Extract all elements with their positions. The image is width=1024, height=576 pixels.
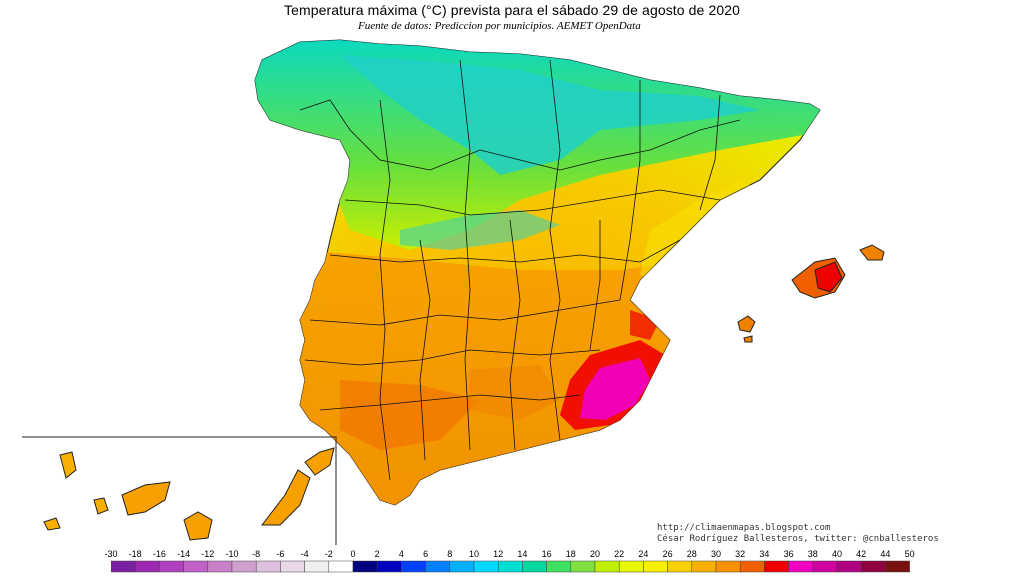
- map-title: Temperatura máxima (°C) prevista para el…: [284, 2, 740, 18]
- legend-tick: 2: [374, 549, 380, 559]
- credit-blog: http://climaenmapas.blogspot.com: [657, 523, 831, 533]
- legend-swatch: [522, 560, 547, 573]
- legend-swatch: [328, 560, 354, 573]
- legend-swatch: [352, 560, 378, 573]
- legend-swatch: [715, 560, 741, 573]
- legend-swatch: [159, 560, 184, 573]
- legend-tick: 28: [686, 549, 697, 559]
- credit-author: César Rodríguez Ballesteros, twitter: @c…: [657, 534, 939, 544]
- legend-swatch: [667, 560, 693, 573]
- legend-swatch: [183, 560, 209, 573]
- legend-tick: -8: [252, 549, 261, 559]
- legend-tick: 32: [735, 549, 746, 559]
- legend-tick: 12: [493, 549, 504, 559]
- legend-swatch: [788, 560, 814, 573]
- legend-tick: 26: [662, 549, 673, 559]
- legend-swatch: [401, 560, 426, 573]
- legend-swatch: [812, 560, 838, 573]
- legend-tick: 42: [856, 549, 867, 559]
- legend-swatch: [376, 560, 402, 573]
- legend-tick: 22: [614, 549, 625, 559]
- legend-tick: -18: [128, 549, 142, 559]
- legend-swatch: [425, 560, 451, 573]
- legend-tick: -6: [276, 549, 285, 559]
- legend-swatch: [836, 560, 862, 573]
- legend-swatch: [739, 560, 765, 573]
- legend-swatch: [111, 560, 136, 573]
- map-subtitle: Fuente de datos: Prediccion por municipi…: [358, 20, 641, 32]
- legend-tick: 38: [807, 549, 818, 559]
- legend-tick: -30: [104, 549, 118, 559]
- legend-swatch: [304, 560, 330, 573]
- legend-swatch: [618, 560, 644, 573]
- legend-swatch: [497, 560, 523, 573]
- legend-tick: 18: [565, 549, 576, 559]
- peninsula-region: [254, 39, 821, 506]
- legend-tick: 14: [517, 549, 528, 559]
- legend-swatch: [570, 560, 596, 573]
- legend-tick: 44: [880, 549, 891, 559]
- legend-swatch: [231, 560, 257, 573]
- legend-tick: 20: [589, 549, 600, 559]
- legend-swatch: [594, 560, 620, 573]
- legend-swatch: [643, 560, 668, 573]
- color-legend: [111, 560, 910, 573]
- legend-tick: 10: [468, 549, 479, 559]
- legend-swatch: [280, 560, 305, 573]
- temperature-map: [22, 39, 885, 545]
- legend-tick: 6: [423, 549, 429, 559]
- legend-tick: -12: [201, 549, 215, 559]
- legend-swatch: [134, 560, 160, 573]
- legend-swatch: [473, 560, 499, 573]
- legend-swatch: [764, 560, 789, 573]
- legend-tick: -16: [152, 549, 166, 559]
- legend-tick: 34: [759, 549, 770, 559]
- legend-tick: 0: [350, 549, 356, 559]
- balearic-islands: [737, 244, 885, 343]
- legend-swatch: [860, 560, 886, 573]
- legend-tick: -14: [177, 549, 191, 559]
- legend-tick: -4: [300, 549, 309, 559]
- legend-tick: 16: [541, 549, 552, 559]
- legend-tick: 36: [783, 549, 794, 559]
- legend-tick: 8: [447, 549, 453, 559]
- legend-tick: 30: [710, 549, 721, 559]
- legend-tick: 24: [638, 549, 649, 559]
- legend-swatch: [691, 560, 717, 573]
- legend-swatch: [546, 560, 572, 573]
- legend-tick: -10: [225, 549, 239, 559]
- legend-tick: 40: [831, 549, 842, 559]
- canary-islands-inset: [22, 436, 337, 545]
- legend-swatch: [207, 560, 233, 573]
- legend-tick: 50: [904, 549, 915, 559]
- legend-swatch: [449, 560, 475, 573]
- legend-tick: 4: [398, 549, 404, 559]
- legend-swatch: [255, 560, 281, 573]
- legend-tick: -2: [324, 549, 333, 559]
- legend-swatch: [885, 560, 910, 573]
